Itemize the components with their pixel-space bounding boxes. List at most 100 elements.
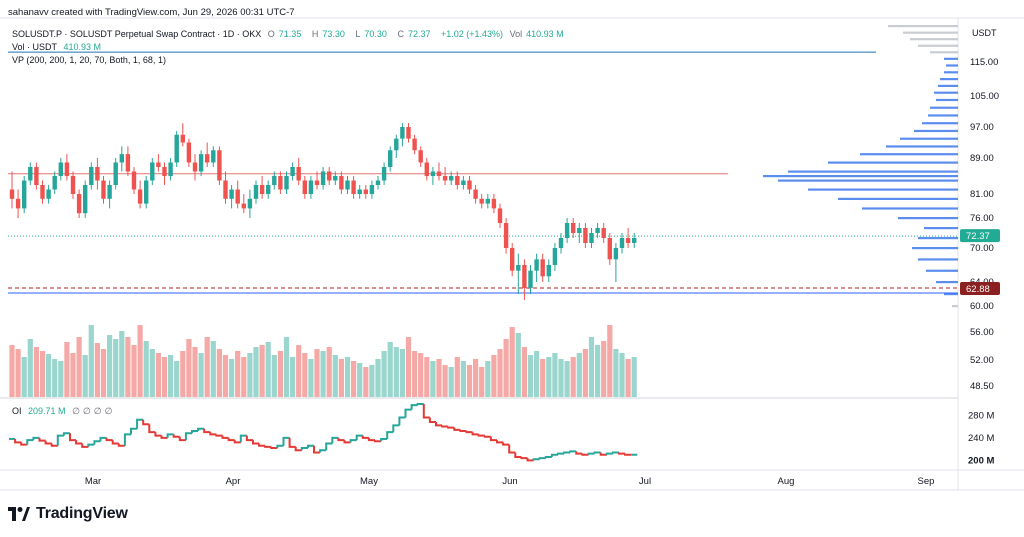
symbol-legend[interactable]: SOLUSDT.P · SOLUSDT Perpetual Swap Contr… <box>12 29 572 39</box>
candle-body <box>144 180 149 204</box>
oi-segment <box>349 439 357 443</box>
volume-bar <box>46 354 52 397</box>
volume-bar <box>265 342 271 397</box>
oi-segment <box>520 456 528 460</box>
oi-segment <box>325 442 333 451</box>
volume-profile-bar <box>808 188 958 191</box>
oi-segment <box>258 443 266 447</box>
candle-body <box>558 238 564 248</box>
oi-segment <box>38 437 46 442</box>
price-tick-label: 115.00 <box>970 57 998 68</box>
candle-body <box>15 198 21 209</box>
tradingview-logo[interactable]: TradingView <box>8 505 128 523</box>
volume-bar <box>332 355 338 397</box>
volume-bar <box>277 351 283 397</box>
oi-segment <box>75 440 83 445</box>
volume-bar <box>155 353 161 397</box>
oi-segment <box>618 452 626 455</box>
oi-segment <box>160 435 168 439</box>
volume-bar <box>137 325 143 397</box>
candle-body <box>510 248 515 271</box>
oi-segment <box>441 425 449 428</box>
candle-body <box>595 228 600 233</box>
price-tick-label: 70.00 <box>970 243 994 254</box>
volume-profile-bar <box>946 64 958 67</box>
candle-body <box>22 180 27 209</box>
volume-bar <box>357 363 363 397</box>
volume-bar <box>576 353 582 397</box>
candle-body <box>198 154 204 172</box>
price-tick-label: 60.00 <box>970 301 994 312</box>
candle-body <box>247 198 253 209</box>
volume-bar <box>94 343 100 397</box>
oi-icon-2: ∅ <box>82 406 91 416</box>
volume-profile-legend[interactable]: VP (200, 200, 1, 20, 70, Both, 1, 68, 1) <box>12 55 166 65</box>
volume-bar <box>100 349 107 397</box>
oi-segment <box>81 443 89 448</box>
price-tick-label: 81.00 <box>970 189 994 200</box>
volume-bar <box>515 333 521 397</box>
volume-bar <box>442 365 448 397</box>
candle-body <box>607 238 612 260</box>
oi-segment <box>410 404 418 410</box>
oi-segment <box>374 440 382 443</box>
time-tick-label: Jul <box>639 476 651 487</box>
volume-bar <box>430 361 436 397</box>
volume-bar <box>9 345 15 397</box>
oi-segment <box>282 436 290 446</box>
volume-bar <box>418 353 424 397</box>
oi-segment <box>416 403 424 406</box>
volume-bar <box>351 361 357 397</box>
volume-bar <box>76 337 82 397</box>
volume-bar <box>33 347 39 397</box>
candle-body <box>107 185 112 199</box>
candle-body <box>363 189 368 194</box>
oi-segment <box>337 437 345 442</box>
candle-body <box>259 185 265 194</box>
volume-bar <box>186 339 192 397</box>
volume-bar <box>436 359 442 397</box>
candle-body <box>58 162 63 176</box>
oi-segment <box>386 431 394 439</box>
symbol-title[interactable]: SOLUSDT.P · SOLUSDT Perpetual Swap Contr… <box>12 29 262 39</box>
volume-bar <box>21 357 27 397</box>
oi-icon-4: ∅ <box>104 406 113 416</box>
volume-bar <box>229 359 235 397</box>
volume-profile-bar <box>924 227 958 230</box>
volume-bar <box>107 335 113 397</box>
candle-body <box>131 171 137 190</box>
candle-body <box>95 167 100 181</box>
candle-body <box>601 228 606 238</box>
candle-body <box>455 176 460 185</box>
candle-body <box>290 167 295 176</box>
candle-body <box>369 185 375 194</box>
volume-bar <box>302 353 308 397</box>
oi-segment <box>465 431 473 434</box>
oi-segment <box>367 437 375 442</box>
volume-profile-bar <box>918 237 958 240</box>
oi-segment <box>117 443 125 447</box>
volume-bar <box>558 359 564 397</box>
volume-profile-bar <box>938 84 958 87</box>
candle-body <box>625 238 631 243</box>
oi-segment <box>404 408 412 418</box>
candle-body <box>406 127 411 139</box>
volume-legend[interactable]: Vol · USDT 410.93 M <box>12 42 105 52</box>
candle-body <box>571 223 576 233</box>
volume-bar <box>485 361 491 397</box>
candle-body <box>119 154 124 163</box>
volume-bar <box>113 339 119 397</box>
oi-segment <box>483 435 491 438</box>
oi-segment <box>587 452 595 455</box>
volume-bar <box>509 327 515 397</box>
volume-bar <box>143 341 149 397</box>
oi-segment <box>93 440 101 445</box>
candle-body <box>534 259 539 271</box>
oi-segment <box>471 432 479 436</box>
volume-bar <box>552 353 558 397</box>
candle-body <box>272 176 277 185</box>
open-interest-legend[interactable]: OI 209.71 M ∅ ∅ ∅ ∅ <box>12 406 119 417</box>
volume-bar <box>15 349 21 397</box>
oi-segment <box>313 445 321 454</box>
volume-bar <box>588 337 595 397</box>
